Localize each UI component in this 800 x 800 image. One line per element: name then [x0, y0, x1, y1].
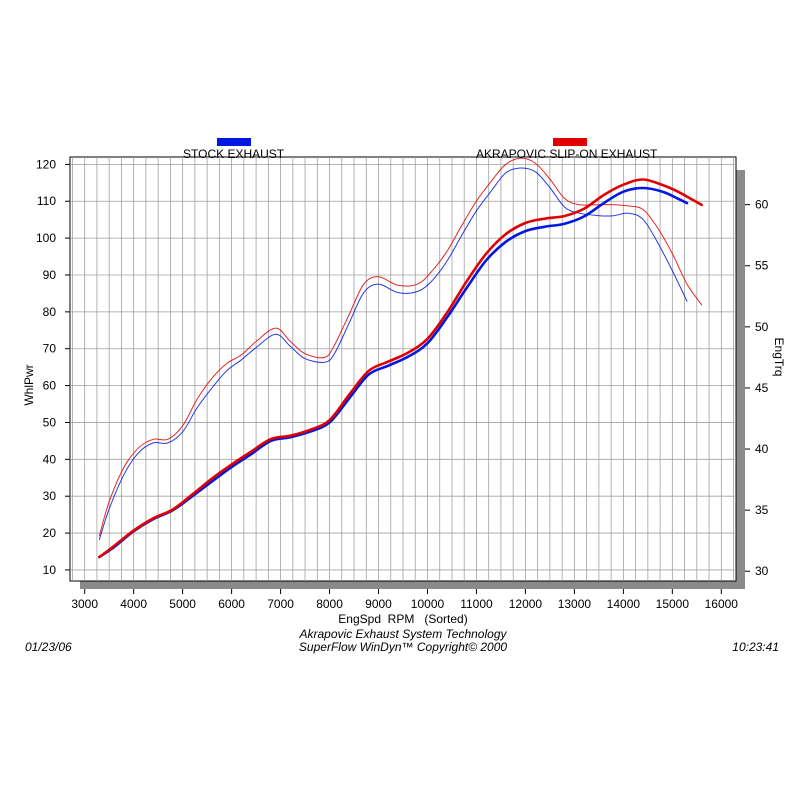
x-tick-label: 8000 [316, 597, 343, 611]
plot-shadow-bottom [80, 581, 745, 589]
x-tick-label: 11000 [460, 597, 493, 611]
y-axis-left-title: WhlPwr [22, 364, 36, 405]
y-right-tick-label: 40 [755, 442, 769, 456]
series-lines [98, 157, 703, 559]
x-tick-label: 13000 [558, 597, 592, 611]
y-right-tick-label: 50 [755, 320, 769, 334]
y-left-tick-label: 100 [36, 231, 56, 245]
x-axis-title: EngSpd RPM (Sorted) [338, 612, 467, 626]
x-tick-label: 4000 [120, 597, 147, 611]
grid-lines [70, 157, 736, 581]
y-left-tick-label: 80 [43, 305, 57, 319]
series-line-akrapovic-power [98, 178, 703, 559]
y-right-tick-label: 55 [755, 259, 769, 273]
y-left-tick-label: 110 [37, 194, 56, 208]
plot-shadow-right [736, 170, 745, 589]
y-left-tick-label: 30 [43, 489, 57, 503]
x-tick-label: 9000 [365, 597, 392, 611]
footer-time: 10:23:41 [732, 640, 779, 654]
y-left-tick-label: 50 [43, 415, 57, 429]
y-left-tick-label: 60 [43, 379, 57, 393]
y-right-tick-label: 45 [755, 381, 769, 395]
y-left-tick-label: 20 [43, 526, 57, 540]
x-tick-label: 7000 [267, 597, 294, 611]
legend-label-akrapovic: AKRAPOVIC SLIP-ON EXHAUST [476, 147, 658, 161]
series-line-stock-power [98, 186, 689, 559]
legend-swatch-stock [217, 138, 251, 146]
footer-date: 01/23/06 [25, 640, 72, 654]
x-tick-label: 5000 [169, 597, 196, 611]
y-axis-right-title: EngTrq [772, 338, 786, 377]
y-left-tick-label: 90 [43, 268, 57, 282]
legend-swatch-akrapovic [553, 138, 587, 146]
x-tick-label: 10000 [411, 597, 445, 611]
y-right-tick-label: 60 [755, 198, 769, 212]
y-left-tick-label: 40 [43, 452, 57, 466]
y-left-tick-label: 70 [43, 342, 57, 356]
y-left-tick-label: 10 [43, 563, 57, 577]
x-tick-label: 12000 [509, 597, 543, 611]
x-tick-label: 15000 [656, 597, 690, 611]
axis-ticks: 3000 4000 5000 6000 7000 8000 9000 10000 11000 12… [36, 157, 769, 611]
footer-line-1: Akrapovic Exhaust System Technology [299, 627, 508, 641]
x-tick-label: 3000 [71, 597, 98, 611]
x-tick-label: 6000 [218, 597, 245, 611]
y-right-tick-label: 35 [755, 503, 769, 517]
x-tick-label: 14000 [607, 597, 641, 611]
legend: STOCK EXHAUST AKRAPOVIC SLIP-ON EXHAUST [183, 138, 658, 161]
y-right-tick-label: 30 [755, 564, 769, 578]
legend-label-stock: STOCK EXHAUST [183, 147, 285, 161]
y-left-tick-label: 120 [36, 157, 56, 171]
x-tick-label: 16000 [705, 597, 739, 611]
footer-line-2: SuperFlow WinDyn™ Copyright© 2000 [299, 640, 507, 654]
